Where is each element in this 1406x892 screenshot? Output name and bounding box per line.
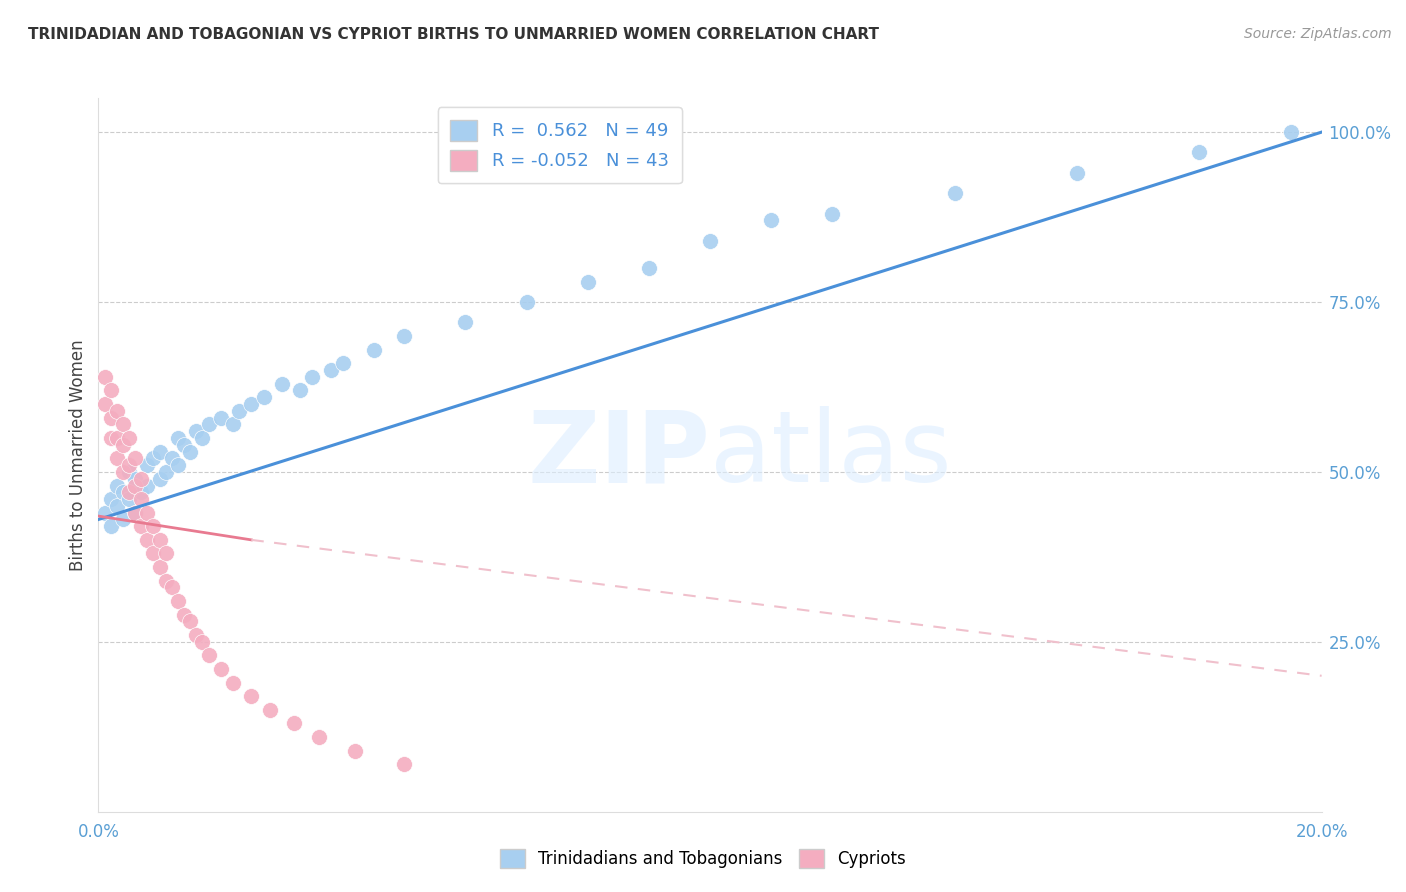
Point xyxy=(100,384,122,398)
Point xyxy=(516,295,538,310)
Point xyxy=(155,574,177,588)
Point xyxy=(454,315,477,329)
Text: ZIP: ZIP xyxy=(527,407,710,503)
Point xyxy=(167,431,190,445)
Point xyxy=(100,492,122,507)
Point xyxy=(124,506,146,520)
Point xyxy=(118,431,141,445)
Point xyxy=(179,615,201,629)
Point xyxy=(699,234,721,248)
Point xyxy=(392,329,416,343)
Point xyxy=(142,519,165,533)
Point xyxy=(209,410,232,425)
Point xyxy=(111,512,134,526)
Point xyxy=(93,397,115,411)
Point xyxy=(155,546,177,560)
Point xyxy=(142,546,165,560)
Point xyxy=(332,356,354,370)
Point xyxy=(155,465,177,479)
Point xyxy=(209,662,232,676)
Y-axis label: Births to Unmarried Women: Births to Unmarried Women xyxy=(69,339,87,571)
Point xyxy=(105,499,128,513)
Point xyxy=(160,451,183,466)
Point xyxy=(100,519,122,533)
Legend: Trinidadians and Tobagonians, Cypriots: Trinidadians and Tobagonians, Cypriots xyxy=(494,842,912,875)
Point xyxy=(186,424,208,438)
Point xyxy=(100,431,122,445)
Point xyxy=(124,472,146,486)
Point xyxy=(197,417,219,432)
Point xyxy=(118,492,141,507)
Point xyxy=(149,560,172,574)
Legend: R =  0.562   N = 49, R = -0.052   N = 43: R = 0.562 N = 49, R = -0.052 N = 43 xyxy=(437,107,682,183)
Point xyxy=(149,533,172,547)
Point xyxy=(149,472,172,486)
Point xyxy=(222,417,245,432)
Point xyxy=(100,410,122,425)
Point xyxy=(129,492,152,507)
Text: Source: ZipAtlas.com: Source: ZipAtlas.com xyxy=(1244,27,1392,41)
Point xyxy=(1066,166,1088,180)
Point xyxy=(136,506,159,520)
Point xyxy=(301,369,323,384)
Point xyxy=(118,458,141,472)
Point xyxy=(191,431,214,445)
Point xyxy=(136,478,159,492)
Point xyxy=(270,376,292,391)
Point xyxy=(173,607,195,622)
Point xyxy=(129,519,152,533)
Point xyxy=(105,431,128,445)
Point xyxy=(240,397,263,411)
Point xyxy=(943,186,966,201)
Text: TRINIDADIAN AND TOBAGONIAN VS CYPRIOT BIRTHS TO UNMARRIED WOMEN CORRELATION CHAR: TRINIDADIAN AND TOBAGONIAN VS CYPRIOT BI… xyxy=(28,27,879,42)
Point xyxy=(93,369,115,384)
Point xyxy=(173,438,195,452)
Point xyxy=(118,465,141,479)
Point xyxy=(118,485,141,500)
Point xyxy=(228,403,250,417)
Point xyxy=(111,465,134,479)
Point xyxy=(197,648,219,663)
Point xyxy=(363,343,385,357)
Point xyxy=(179,444,201,458)
Point xyxy=(167,458,190,472)
Point xyxy=(149,444,172,458)
Point xyxy=(105,403,128,417)
Point xyxy=(111,485,134,500)
Point xyxy=(259,703,281,717)
Point xyxy=(290,384,312,398)
Text: atlas: atlas xyxy=(710,407,952,503)
Point xyxy=(129,485,152,500)
Point xyxy=(283,716,305,731)
Point xyxy=(319,363,342,377)
Point xyxy=(136,533,159,547)
Point xyxy=(186,628,208,642)
Point xyxy=(111,438,134,452)
Point xyxy=(105,451,128,466)
Point xyxy=(93,506,115,520)
Point xyxy=(1188,145,1211,160)
Point xyxy=(392,757,416,772)
Point xyxy=(124,478,146,492)
Point xyxy=(160,581,183,595)
Point xyxy=(142,451,165,466)
Point xyxy=(191,635,214,649)
Point xyxy=(821,207,844,221)
Point xyxy=(759,213,782,227)
Point xyxy=(136,458,159,472)
Point xyxy=(124,451,146,466)
Point xyxy=(124,506,146,520)
Point xyxy=(129,472,152,486)
Point xyxy=(308,730,330,744)
Point xyxy=(1279,125,1302,139)
Point xyxy=(105,478,128,492)
Point xyxy=(637,260,661,275)
Point xyxy=(252,390,274,404)
Point xyxy=(167,594,190,608)
Point xyxy=(222,675,245,690)
Point xyxy=(344,743,367,757)
Point xyxy=(576,275,599,289)
Point xyxy=(240,689,263,703)
Point xyxy=(111,417,134,432)
